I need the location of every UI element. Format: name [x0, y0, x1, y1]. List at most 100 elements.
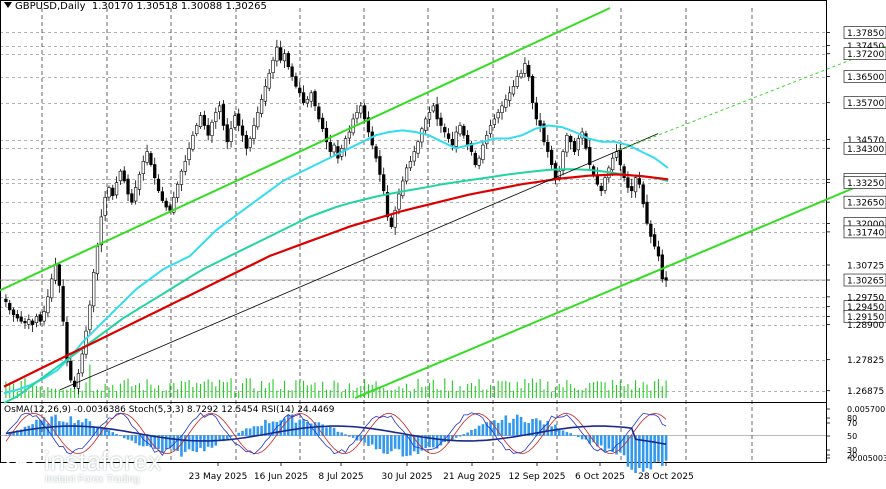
- candle-body: [458, 125, 462, 135]
- osma-bar: [363, 435, 366, 443]
- osma-bar: [180, 435, 183, 457]
- price-label-box: [843, 26, 886, 39]
- osma-bar: [103, 428, 107, 436]
- candle-body: [198, 115, 203, 128]
- candle-body: [156, 178, 161, 192]
- candle-body: [389, 217, 393, 227]
- candle-body: [122, 170, 126, 182]
- osma-bar: [638, 435, 641, 468]
- osma-bar: [393, 435, 397, 449]
- candle-body: [618, 149, 622, 165]
- candle-body: [76, 373, 81, 389]
- osma-bar: [313, 422, 317, 436]
- osma-bar: [31, 424, 34, 436]
- price-tick-label: 1.36500: [847, 73, 884, 83]
- osma-bar: [145, 435, 149, 446]
- candle-body: [584, 133, 588, 149]
- osma-bar: [328, 426, 332, 436]
- osma-bar: [493, 420, 496, 436]
- candle-body: [454, 131, 458, 147]
- osma-bar: [134, 435, 137, 444]
- osma-bar: [535, 418, 538, 436]
- candle-body: [259, 99, 264, 114]
- osma-bar: [77, 420, 80, 436]
- osma-bar: [405, 435, 408, 457]
- osma-bar: [607, 435, 611, 449]
- osma-bar: [634, 435, 637, 473]
- candle-body: [244, 134, 248, 149]
- candle-body: [504, 99, 508, 108]
- osma-bar: [187, 435, 191, 450]
- osma-bar: [618, 435, 622, 453]
- candle-body: [256, 112, 260, 128]
- candle-body: [290, 66, 294, 77]
- moving-average-line: [3, 173, 669, 388]
- candle-body: [401, 180, 405, 197]
- osma-bar: [374, 435, 378, 450]
- candle-body: [466, 134, 470, 146]
- indicator-tick-label: 30: [847, 446, 857, 455]
- ohlc-values: 1.30170 1.30518 1.30088 1.30265: [91, 1, 267, 12]
- osma-bar: [96, 426, 99, 436]
- osma-bar: [409, 435, 412, 456]
- osma-bar: [580, 435, 584, 440]
- dropdown-triangle-icon[interactable]: [4, 2, 12, 8]
- candle-body: [309, 92, 313, 102]
- osma-bar: [183, 435, 187, 452]
- osma-bar: [466, 432, 469, 436]
- candle-body: [217, 105, 222, 113]
- osma-bar: [58, 421, 61, 436]
- osma-bar: [470, 429, 473, 436]
- candle-body: [298, 87, 302, 94]
- osma-bar: [241, 430, 244, 436]
- candle-body: [527, 65, 531, 77]
- osma-bar: [195, 435, 199, 453]
- candle-body: [301, 92, 306, 103]
- osma-bar: [386, 435, 389, 454]
- symbol-header: GBPUSD,Daily 1.30170 1.30518 1.30088 1.3…: [4, 1, 267, 12]
- candle-body: [412, 151, 416, 162]
- candle-body: [282, 53, 287, 62]
- osma-bar: [500, 419, 504, 436]
- osma-bar: [645, 435, 649, 469]
- candle-body: [27, 319, 31, 325]
- osma-bar: [653, 435, 656, 463]
- candle-body: [183, 161, 187, 172]
- candle-body: [530, 76, 535, 103]
- candle-body: [221, 104, 226, 126]
- candle-body: [538, 120, 542, 126]
- osma-bar: [290, 414, 294, 436]
- osma-bar: [424, 435, 427, 449]
- osma-bar: [428, 435, 431, 448]
- osma-bar: [390, 435, 393, 452]
- osma-bar: [54, 414, 57, 436]
- candle-body: [595, 174, 600, 185]
- osma-bar: [92, 426, 95, 436]
- candle-body: [324, 127, 329, 143]
- osma-bar: [496, 422, 500, 436]
- osma-bar: [573, 435, 576, 436]
- osma-bar: [119, 435, 122, 437]
- candle-body: [416, 141, 420, 154]
- osma-bar: [325, 427, 328, 436]
- time-tick-label: 8 Jul 2025: [318, 472, 363, 482]
- osma-bar: [191, 435, 195, 452]
- osma-bar: [508, 422, 511, 436]
- moving-averages: [3, 124, 669, 404]
- candle-body: [114, 182, 119, 196]
- osma-bar: [439, 435, 443, 446]
- osma-bar: [126, 435, 130, 440]
- osma-bar: [382, 435, 386, 454]
- osma-bar: [229, 435, 233, 437]
- osma-bar: [176, 435, 179, 451]
- osma-bar: [19, 429, 23, 436]
- osma-bar: [283, 418, 286, 436]
- osma-bar: [245, 428, 248, 436]
- candle-body: [160, 191, 165, 201]
- candle-body: [111, 187, 115, 196]
- osma-bar: [61, 421, 65, 436]
- candle-body: [542, 123, 546, 143]
- candle-body: [237, 113, 241, 126]
- candle-body: [469, 143, 474, 152]
